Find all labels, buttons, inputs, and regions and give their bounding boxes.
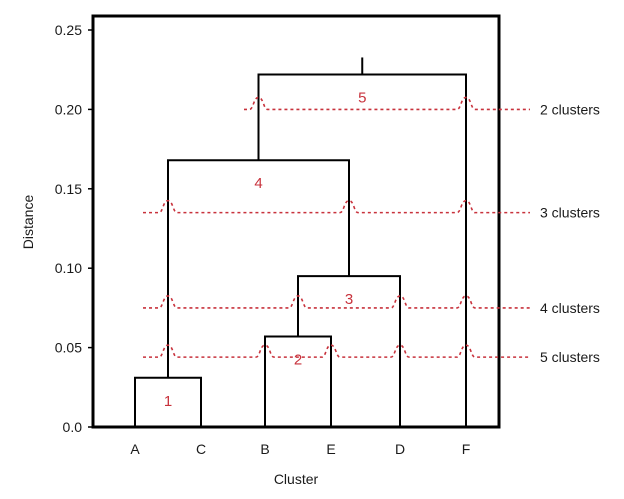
y-tick-label: 0.15 [55,181,82,197]
y-tick-label: 0.0 [63,419,83,435]
y-axis-title: Distance [20,195,36,250]
merge-label: 1 [164,393,172,410]
cut-line [143,199,530,214]
dendrogram-link [264,335,332,427]
cut-line-label: 3 clusters [540,205,600,221]
plot-frame [91,14,501,429]
x-tick-label: D [395,441,405,457]
y-tick-label: 0.25 [55,22,82,38]
x-tick-label: C [196,441,206,457]
dendrogram-tree [134,57,467,427]
cut-line [143,344,530,358]
dendrogram-link [257,73,467,427]
merge-label: 3 [345,291,353,308]
y-tick-label: 0.05 [55,340,82,356]
merge-label: 5 [358,89,366,106]
cut-line [244,96,530,111]
cut-line-label: 2 clusters [540,101,600,117]
dendrogram-link [167,159,350,378]
x-axis-title: Cluster [274,471,319,487]
merge-label: 4 [254,175,262,192]
cut-line-label: 5 clusters [540,349,600,365]
x-tick-label: A [130,441,140,457]
merge-labels: 1 2 3 4 5 [164,89,367,409]
y-tick-label: 0.20 [55,101,82,117]
x-tick-label: F [462,441,471,457]
cut-lines: 2 clusters 3 clusters 4 clusters 5 clusters [143,96,600,365]
y-tick-label: 0.10 [55,260,82,276]
cut-line [143,295,530,309]
x-tick-label: E [326,441,335,457]
cut-line-label: 4 clusters [540,300,600,316]
merge-label: 2 [294,351,302,368]
y-axis: 0.0 0.05 0.10 0.15 0.20 0.25 [55,22,93,435]
x-tick-label: B [260,441,269,457]
